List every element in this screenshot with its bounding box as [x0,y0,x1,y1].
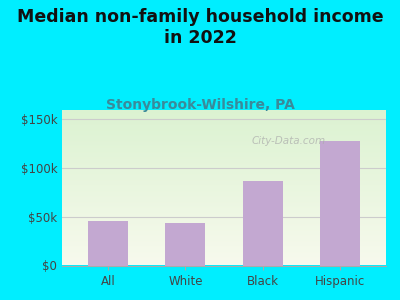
Text: City-Data.com: City-Data.com [252,136,326,146]
Text: Stonybrook-Wilshire, PA: Stonybrook-Wilshire, PA [106,98,294,112]
Bar [242,181,283,266]
Text: Median non-family household income
in 2022: Median non-family household income in 20… [17,8,383,47]
Bar [88,221,128,266]
Bar [320,141,360,266]
Bar [165,223,206,266]
